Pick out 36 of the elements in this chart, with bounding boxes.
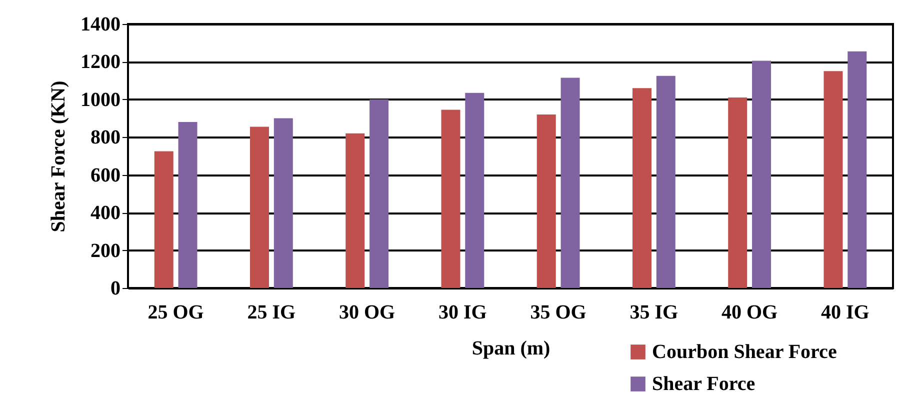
y-tick-label: 600 xyxy=(90,164,120,186)
x-tick-label: 25 OG xyxy=(148,302,204,324)
bar xyxy=(536,114,556,288)
bar xyxy=(346,133,365,288)
x-tick-label: 40 IG xyxy=(821,302,870,324)
bar xyxy=(274,118,293,288)
x-tick-label: 35 IG xyxy=(630,302,679,324)
bar xyxy=(824,71,843,288)
bar xyxy=(178,122,198,288)
y-tick-label: 800 xyxy=(90,126,120,149)
legend-label: Shear Force xyxy=(652,373,756,395)
y-tick-label: 1400 xyxy=(80,14,120,36)
bar xyxy=(441,110,460,288)
bar xyxy=(656,76,676,288)
bar xyxy=(632,88,652,288)
bar xyxy=(154,151,174,288)
bar xyxy=(250,126,269,288)
y-tick-label: 400 xyxy=(90,202,120,224)
y-tick-label: 1000 xyxy=(80,88,120,111)
x-tick-label: 25 IG xyxy=(247,302,296,324)
bar xyxy=(465,92,484,288)
x-tick-label: 30 OG xyxy=(339,302,396,324)
bar xyxy=(560,78,580,288)
x-axis-title: Span (m) xyxy=(472,338,550,360)
bar xyxy=(728,98,748,288)
y-tick-label: 1200 xyxy=(80,51,120,74)
x-tick-label: 35 OG xyxy=(530,302,587,324)
bar xyxy=(848,51,867,288)
y-tick-label: 200 xyxy=(90,240,120,262)
x-tick-label: 30 IG xyxy=(438,302,488,324)
legend-label: Courbon Shear Force xyxy=(652,341,837,363)
x-tick-label: 40 OG xyxy=(722,302,778,324)
y-tick-label: 0 xyxy=(110,278,120,300)
bar xyxy=(752,60,772,288)
bar xyxy=(370,99,389,288)
y-axis-title: Shear Force (KN) xyxy=(48,80,70,232)
